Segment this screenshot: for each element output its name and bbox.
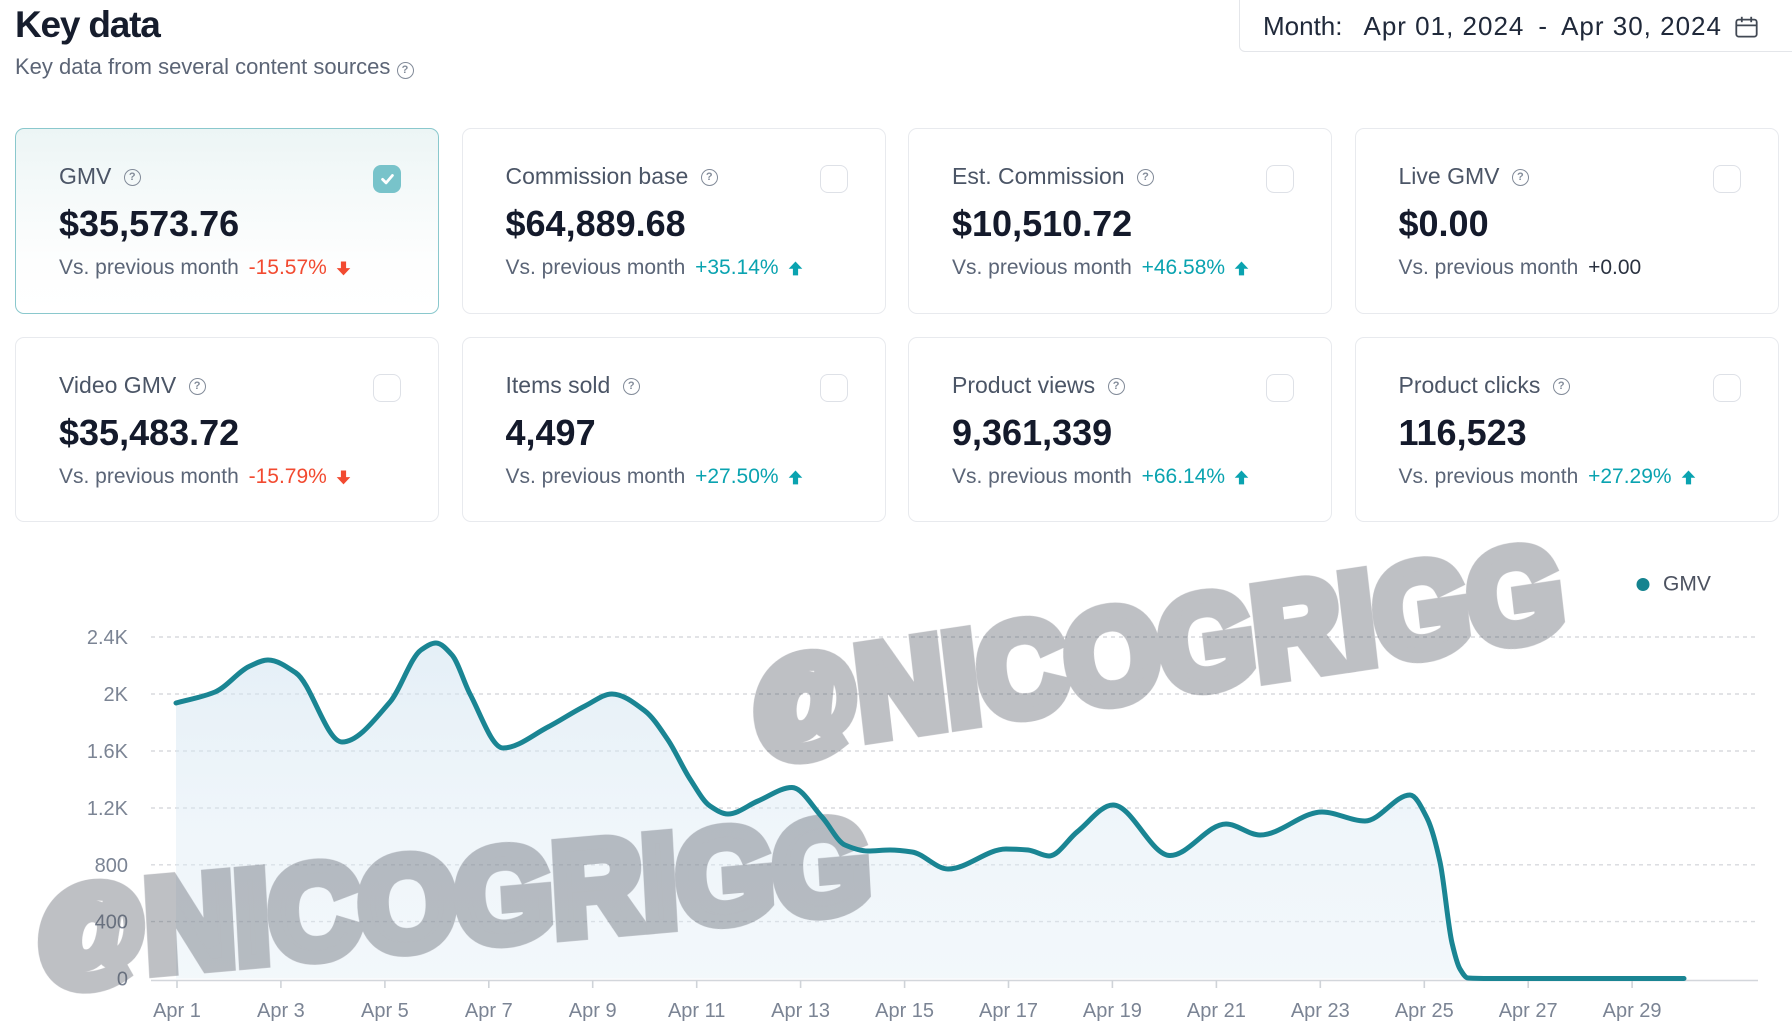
svg-text:1.6K: 1.6K <box>87 741 129 763</box>
svg-text:Apr 1: Apr 1 <box>153 1000 201 1022</box>
svg-text:Apr 7: Apr 7 <box>465 1000 513 1022</box>
svg-text:Apr 25: Apr 25 <box>1395 1000 1454 1022</box>
svg-text:Apr 27: Apr 27 <box>1499 1000 1558 1022</box>
svg-text:2K: 2K <box>104 684 129 706</box>
svg-text:Apr 29: Apr 29 <box>1603 1000 1662 1022</box>
svg-text:0: 0 <box>117 969 128 991</box>
svg-text:Apr 15: Apr 15 <box>875 1000 934 1022</box>
svg-text:Apr 3: Apr 3 <box>257 1000 305 1022</box>
svg-text:Apr 21: Apr 21 <box>1187 1000 1246 1022</box>
svg-text:Apr 13: Apr 13 <box>771 1000 830 1022</box>
svg-text:1.2K: 1.2K <box>87 798 129 820</box>
svg-text:Apr 11: Apr 11 <box>668 1000 725 1022</box>
svg-text:Apr 23: Apr 23 <box>1291 1000 1350 1022</box>
svg-text:800: 800 <box>95 855 128 877</box>
svg-text:Apr 5: Apr 5 <box>361 1000 409 1022</box>
svg-text:@NICOGRIGG: @NICOGRIGG <box>745 540 1571 782</box>
svg-text:400: 400 <box>95 912 128 934</box>
svg-text:2.4K: 2.4K <box>87 627 129 649</box>
svg-text:Apr 19: Apr 19 <box>1083 1000 1142 1022</box>
svg-text:GMV: GMV <box>1663 573 1711 596</box>
svg-text:Apr 17: Apr 17 <box>979 1000 1038 1022</box>
svg-text:Apr 9: Apr 9 <box>569 1000 617 1022</box>
